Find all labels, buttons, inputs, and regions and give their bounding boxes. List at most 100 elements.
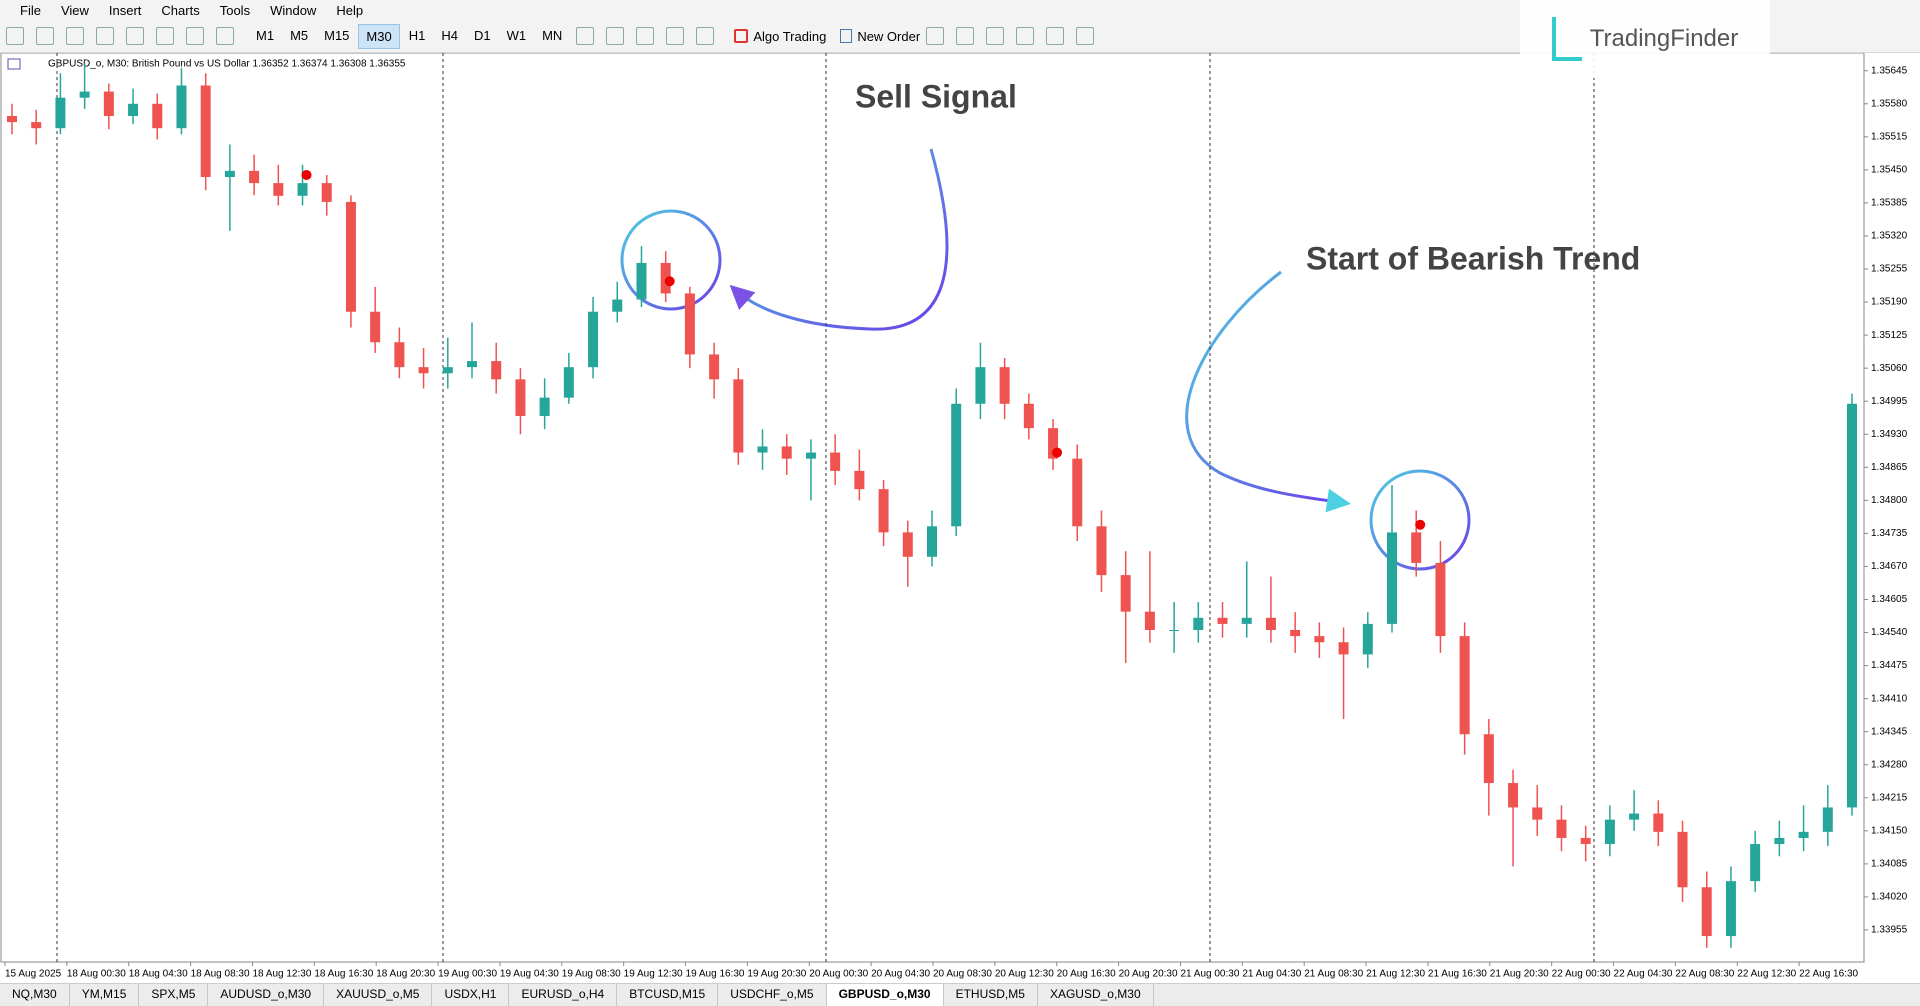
timeframe[interactable]: H1 [408, 27, 426, 43]
candle-body [515, 379, 526, 416]
tab[interactable]: AUDUSD_o,M30 [208, 984, 325, 1006]
tool-icon[interactable] [66, 27, 84, 45]
candle-body [370, 311, 381, 343]
tool-icon[interactable] [986, 27, 1005, 45]
candle-body [1048, 428, 1059, 459]
candle-body [1556, 819, 1567, 838]
x-tick-label: 21 Aug 12:30 [1366, 969, 1425, 980]
label: New Order [857, 28, 921, 44]
candle-body [1023, 403, 1034, 429]
timeframe[interactable]: D1 [473, 27, 491, 43]
menu-item[interactable]: View [60, 2, 89, 18]
x-tick-label: 15 Aug 2025 [5, 969, 62, 980]
tool-icon[interactable] [696, 27, 715, 45]
tool-icon[interactable] [186, 27, 204, 45]
tab[interactable]: NQ,M30 [0, 984, 70, 1006]
x-tick-label: 21 Aug 00:30 [1180, 969, 1239, 980]
menu-item[interactable]: Window [270, 2, 317, 18]
tool-icon[interactable] [216, 27, 234, 45]
candle-body [1847, 403, 1857, 808]
candle-body [539, 397, 550, 416]
y-tick-label: 1.34280 [1871, 759, 1908, 770]
candle-body [55, 97, 66, 129]
chart-title: GBPUSD_o, M30: British Pound vs US Dolla… [48, 59, 406, 70]
tab[interactable]: XAUUSD_o,M5 [324, 984, 433, 1006]
tab[interactable]: BTCUSD,M15 [617, 984, 719, 1006]
candle-body [1362, 623, 1373, 655]
menu-item[interactable]: Help [336, 2, 364, 18]
new-order[interactable]: New Order [840, 29, 920, 44]
tool-icon[interactable] [636, 27, 655, 45]
candle-body [1265, 617, 1276, 631]
timeframe[interactable]: H4 [441, 27, 458, 43]
tool-icon[interactable] [126, 27, 144, 45]
tool-icon[interactable] [956, 27, 975, 45]
timeframe[interactable]: W1 [506, 27, 527, 43]
sell-signal [664, 276, 675, 287]
tab[interactable]: USDCHF_o,M5 [718, 984, 827, 1006]
tool-icon[interactable] [576, 27, 595, 45]
timeframe[interactable]: MN [542, 27, 563, 43]
y-tick-label: 1.34215 [1871, 792, 1908, 803]
candle-body [1508, 783, 1519, 808]
timeframe[interactable]: M30 [358, 23, 400, 49]
algo-trading[interactable]: Algo Trading [734, 29, 826, 44]
candle-body [1241, 617, 1252, 624]
x-tick-label: 22 Aug 12:30 [1737, 969, 1796, 980]
x-tick-label: 20 Aug 16:30 [1057, 969, 1116, 980]
candle-body [176, 85, 187, 129]
menu-item[interactable]: Charts [161, 2, 200, 18]
candle-body [878, 489, 889, 533]
candle-body [1120, 575, 1131, 612]
x-tick-label: 21 Aug 20:30 [1490, 969, 1549, 980]
tab[interactable]: YM,M15 [70, 984, 140, 1006]
candle-body [830, 452, 841, 471]
tool-icon[interactable] [666, 27, 685, 45]
x-tick-label: 18 Aug 20:30 [376, 969, 435, 980]
timeframe[interactable]: M15 [324, 27, 350, 43]
tab[interactable]: EURUSD_o,H4 [509, 984, 618, 1006]
tool-icon[interactable] [96, 27, 114, 45]
y-tick-label: 1.34085 [1871, 859, 1908, 870]
candle-body [854, 470, 865, 490]
candle-body [1774, 837, 1785, 845]
tab[interactable]: XAGUSD_o,M30 [1038, 984, 1154, 1006]
tab[interactable]: SPX,M5 [139, 984, 209, 1006]
candle-body [1096, 526, 1107, 576]
candle-body [781, 446, 792, 459]
timeframe[interactable]: M5 [290, 27, 309, 43]
candle-body [1387, 532, 1397, 624]
x-tick-label: 22 Aug 04:30 [1614, 969, 1673, 980]
tool-icon[interactable] [36, 27, 54, 45]
tool-icon[interactable] [606, 27, 625, 45]
timeframe[interactable]: M1 [256, 27, 275, 43]
tab[interactable]: GBPUSD_o,M30 [826, 984, 944, 1006]
tab[interactable]: USDX,H1 [432, 984, 510, 1006]
candle-body [1725, 881, 1736, 937]
x-tick-label: 21 Aug 04:30 [1242, 969, 1301, 980]
tool-icon[interactable] [6, 27, 24, 45]
x-tick-label: 20 Aug 20:30 [1119, 969, 1178, 980]
x-tick-label: 19 Aug 20:30 [747, 969, 806, 980]
logo: TradingFinder [1520, 0, 1770, 78]
menu-item[interactable]: File [20, 2, 41, 18]
candle-body [1629, 813, 1640, 820]
tool-icon[interactable] [1016, 27, 1035, 45]
y-tick-label: 1.34735 [1871, 528, 1908, 539]
tool-icon[interactable] [926, 27, 945, 45]
y-tick-label: 1.35385 [1871, 198, 1908, 209]
x-tick-label: 21 Aug 08:30 [1304, 969, 1363, 980]
candle-body [1653, 813, 1664, 832]
candle-body [467, 361, 477, 368]
candle-body [1072, 458, 1083, 527]
tool-icon[interactable] [156, 27, 174, 45]
x-tick-label: 22 Aug 00:30 [1552, 969, 1611, 980]
tool-icon[interactable] [1076, 27, 1095, 45]
menu-item[interactable]: Tools [219, 2, 251, 18]
y-tick-label: 1.34345 [1871, 726, 1908, 737]
menu-item[interactable]: Insert [108, 2, 142, 18]
tab[interactable]: ETHUSD,M5 [944, 984, 1038, 1006]
candle-body [345, 201, 356, 312]
x-tick-label: 18 Aug 00:30 [67, 969, 126, 980]
tool-icon[interactable] [1046, 27, 1065, 45]
